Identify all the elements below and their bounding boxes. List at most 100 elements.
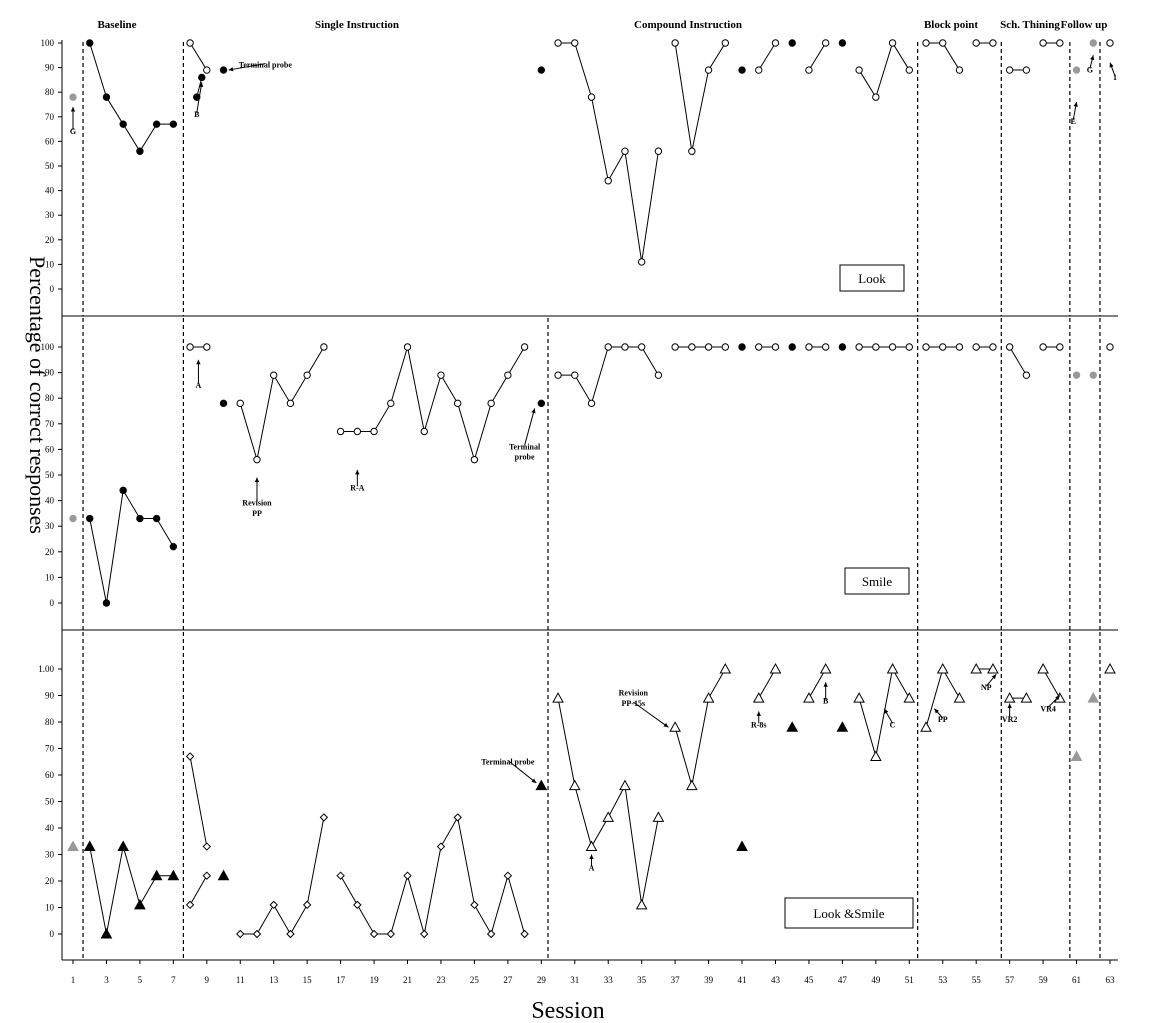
data-point — [688, 147, 696, 155]
y-tick-label: 90 — [45, 63, 55, 73]
data-point — [970, 662, 983, 674]
data-point — [755, 343, 763, 351]
data-point — [602, 811, 615, 822]
data-point — [1022, 66, 1031, 74]
annotation-arrowhead — [934, 708, 940, 714]
y-tick-label: 30 — [45, 210, 55, 220]
annotation-label: B — [194, 110, 200, 119]
data-point — [535, 779, 548, 791]
annotation-arrowhead — [1007, 703, 1012, 708]
annotation-label: VR2 — [1002, 715, 1018, 724]
data-point — [637, 343, 646, 351]
data-point — [888, 39, 897, 47]
data-point — [736, 840, 748, 852]
y-axis-label: Percentage of correct responses — [25, 256, 50, 534]
data-point — [554, 39, 562, 47]
x-tick-label: 15 — [303, 975, 313, 985]
x-tick-label: 43 — [771, 975, 781, 985]
annotation-arrow — [524, 408, 536, 446]
series-line — [89, 42, 174, 153]
data-point — [788, 343, 796, 351]
data-point — [203, 343, 211, 351]
series-line — [758, 42, 776, 71]
annotation-label: Revision — [619, 689, 649, 698]
data-point — [169, 542, 178, 551]
series-line — [1009, 346, 1027, 376]
y-tick-label: 60 — [45, 770, 55, 780]
data-point — [972, 343, 980, 351]
annotation-label: A — [196, 381, 202, 390]
y-tick-label: 60 — [45, 136, 55, 146]
y-tick-label: 30 — [45, 850, 55, 860]
annotation-label: Terminal — [509, 442, 541, 451]
data-point — [955, 66, 964, 74]
labels-layer: Percentage of correct responses Session … — [25, 19, 1107, 1023]
annotations-layer: Terminal probeBGEG1ARevisionPPR-ATermina… — [70, 55, 1117, 872]
y-tick-label: 10 — [45, 903, 55, 913]
data-point — [202, 871, 212, 880]
data-point — [838, 39, 847, 47]
data-point — [752, 692, 765, 703]
annotation-label: PP — [938, 715, 948, 724]
x-tick-label: 9 — [205, 975, 210, 985]
phase-label: Compound Instruction — [634, 19, 742, 31]
data-point — [771, 39, 780, 47]
data-point — [470, 455, 479, 464]
series-line — [1042, 668, 1061, 699]
data-point — [855, 66, 863, 74]
data-point — [819, 662, 832, 674]
data-point — [671, 39, 679, 47]
data-point — [169, 120, 178, 128]
x-tick-label: 33 — [604, 975, 614, 985]
data-point — [652, 811, 665, 822]
x-tick-label: 51 — [905, 975, 914, 985]
data-point — [86, 514, 94, 523]
data-point — [1106, 39, 1114, 47]
annotation-label: PP — [252, 509, 262, 518]
data-point — [403, 343, 412, 351]
annotation-label: C — [890, 720, 896, 729]
x-tick-label: 13 — [269, 975, 279, 985]
data-point — [872, 343, 880, 351]
series-line — [808, 42, 827, 71]
x-tick-label: 35 — [637, 975, 647, 985]
data-point — [702, 692, 715, 703]
annotation-label: Revision — [242, 499, 272, 508]
data-point — [100, 927, 113, 939]
data-point — [1087, 692, 1100, 703]
y-tick-label: 0 — [50, 598, 55, 608]
data-point — [621, 343, 629, 351]
series-line — [189, 756, 208, 847]
series-line — [926, 42, 960, 71]
x-tick-label: 27 — [503, 975, 513, 985]
annotation-arrow — [507, 760, 537, 784]
data-point — [1005, 343, 1014, 351]
data-point — [136, 514, 144, 523]
data-point — [953, 692, 966, 703]
data-point — [1056, 39, 1064, 47]
data-point — [86, 39, 94, 47]
data-point — [1005, 66, 1014, 74]
x-tick-label: 29 — [537, 975, 547, 985]
data-point — [686, 779, 698, 791]
annotation-label: 1 — [1113, 73, 1117, 82]
y-tick-label: 10 — [45, 572, 55, 582]
data-point — [554, 371, 562, 379]
data-point — [470, 900, 479, 910]
series-line — [557, 698, 659, 905]
data-point — [1022, 371, 1031, 379]
x-tick-label: 25 — [470, 975, 480, 985]
data-point — [1003, 692, 1016, 703]
data-point — [69, 93, 77, 101]
data-point — [552, 692, 564, 703]
annotation-label: G — [1087, 66, 1093, 75]
panel-label: Look &Smile — [813, 906, 884, 921]
data-point — [336, 871, 345, 880]
annotation-label: probe — [515, 453, 535, 462]
data-point — [587, 93, 596, 101]
data-point — [771, 343, 780, 351]
data-point — [1089, 371, 1097, 379]
data-point — [134, 898, 146, 910]
data-point — [386, 929, 395, 939]
y-tick-label: 100 — [41, 342, 55, 352]
